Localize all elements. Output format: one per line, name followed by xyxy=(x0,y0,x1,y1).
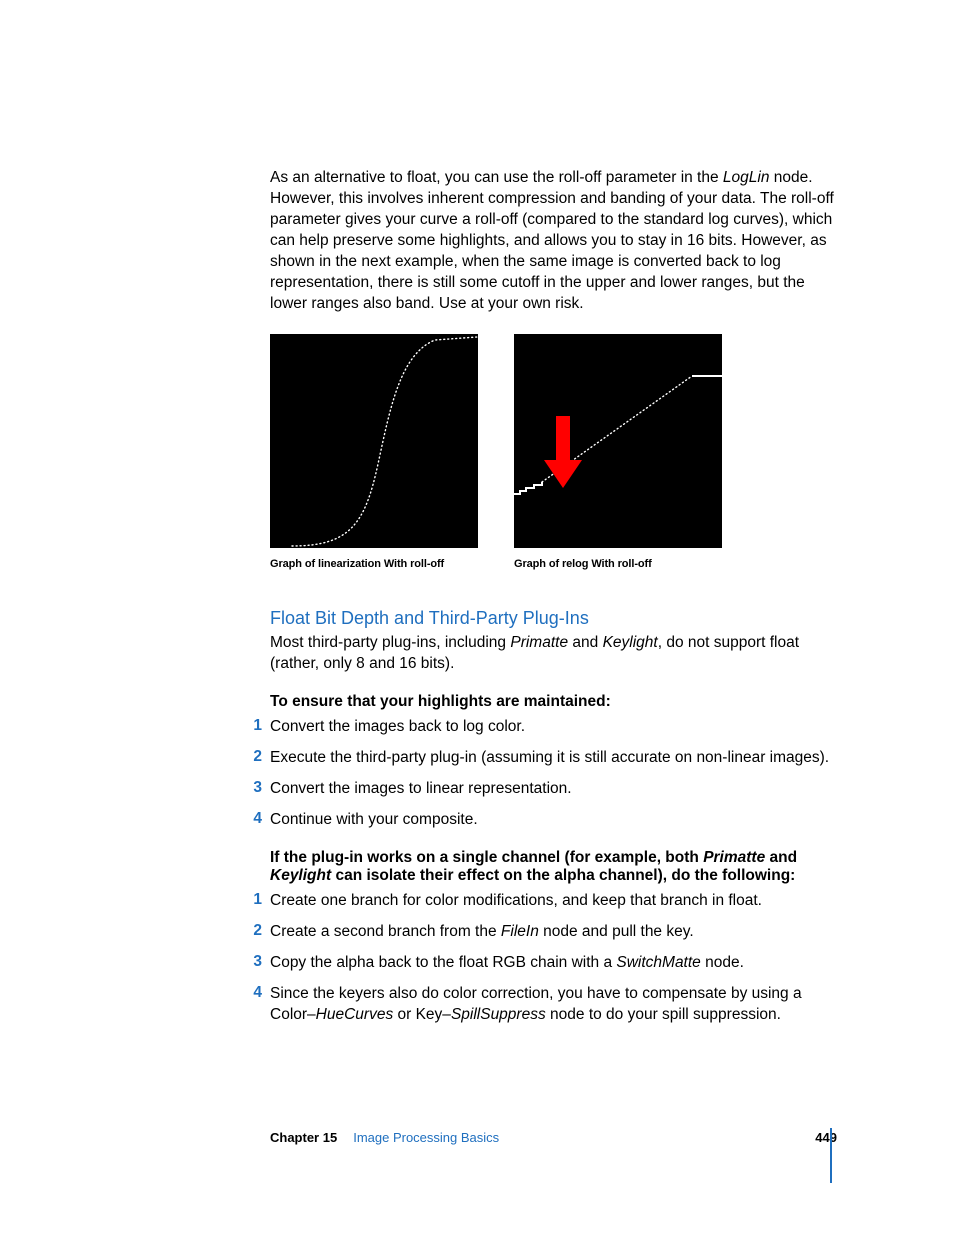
keylight-term: Keylight xyxy=(603,634,658,651)
list-item: 3Copy the alpha back to the float RGB ch… xyxy=(270,953,837,974)
list-item: 3Convert the images to linear representa… xyxy=(270,779,837,800)
loglin-term: LogLin xyxy=(723,169,770,186)
intro-a: As an alternative to float, you can use … xyxy=(270,169,723,186)
figure-2-caption: Graph of relog With roll-off xyxy=(514,558,722,570)
chapter-label: Chapter 15 xyxy=(270,1130,337,1145)
list-item: 1Create one branch for color modificatio… xyxy=(270,891,837,912)
list-item: 4Since the keyers also do color correcti… xyxy=(270,984,837,1026)
primatte-term: Primatte xyxy=(510,634,568,651)
figure-2-graph xyxy=(514,334,722,548)
subhead-2: If the plug-in works on a single channel… xyxy=(270,849,837,885)
page-footer: Chapter 15 Image Processing Basics 449 xyxy=(270,1130,837,1145)
list-item: 4Continue with your composite. xyxy=(270,810,837,831)
list-item: 2Create a second branch from the FileIn … xyxy=(270,922,837,943)
subhead-1: To ensure that your highlights are maint… xyxy=(270,693,837,711)
intro-paragraph: As an alternative to float, you can use … xyxy=(270,168,837,314)
steps-list-1: 1Convert the images back to log color. 2… xyxy=(270,717,837,831)
list-item: 1Convert the images back to log color. xyxy=(270,717,837,738)
section-heading: Float Bit Depth and Third-Party Plug-Ins xyxy=(270,608,837,629)
list-item: 2Execute the third-party plug-in (assumi… xyxy=(270,748,837,769)
figure-1: Graph of linearization With roll-off xyxy=(270,334,478,570)
footer-rule xyxy=(830,1128,832,1183)
lead-paragraph: Most third-party plug-ins, including Pri… xyxy=(270,633,837,675)
figure-1-caption: Graph of linearization With roll-off xyxy=(270,558,478,570)
page-number: 449 xyxy=(815,1130,837,1145)
intro-b: node. However, this involves inherent co… xyxy=(270,169,834,312)
steps-list-2: 1Create one branch for color modificatio… xyxy=(270,891,837,1026)
figure-2: Graph of relog With roll-off xyxy=(514,334,722,570)
figure-1-graph xyxy=(270,334,478,548)
figures-row: Graph of linearization With roll-off Gra… xyxy=(270,334,837,570)
chapter-title: Image Processing Basics xyxy=(353,1130,499,1145)
